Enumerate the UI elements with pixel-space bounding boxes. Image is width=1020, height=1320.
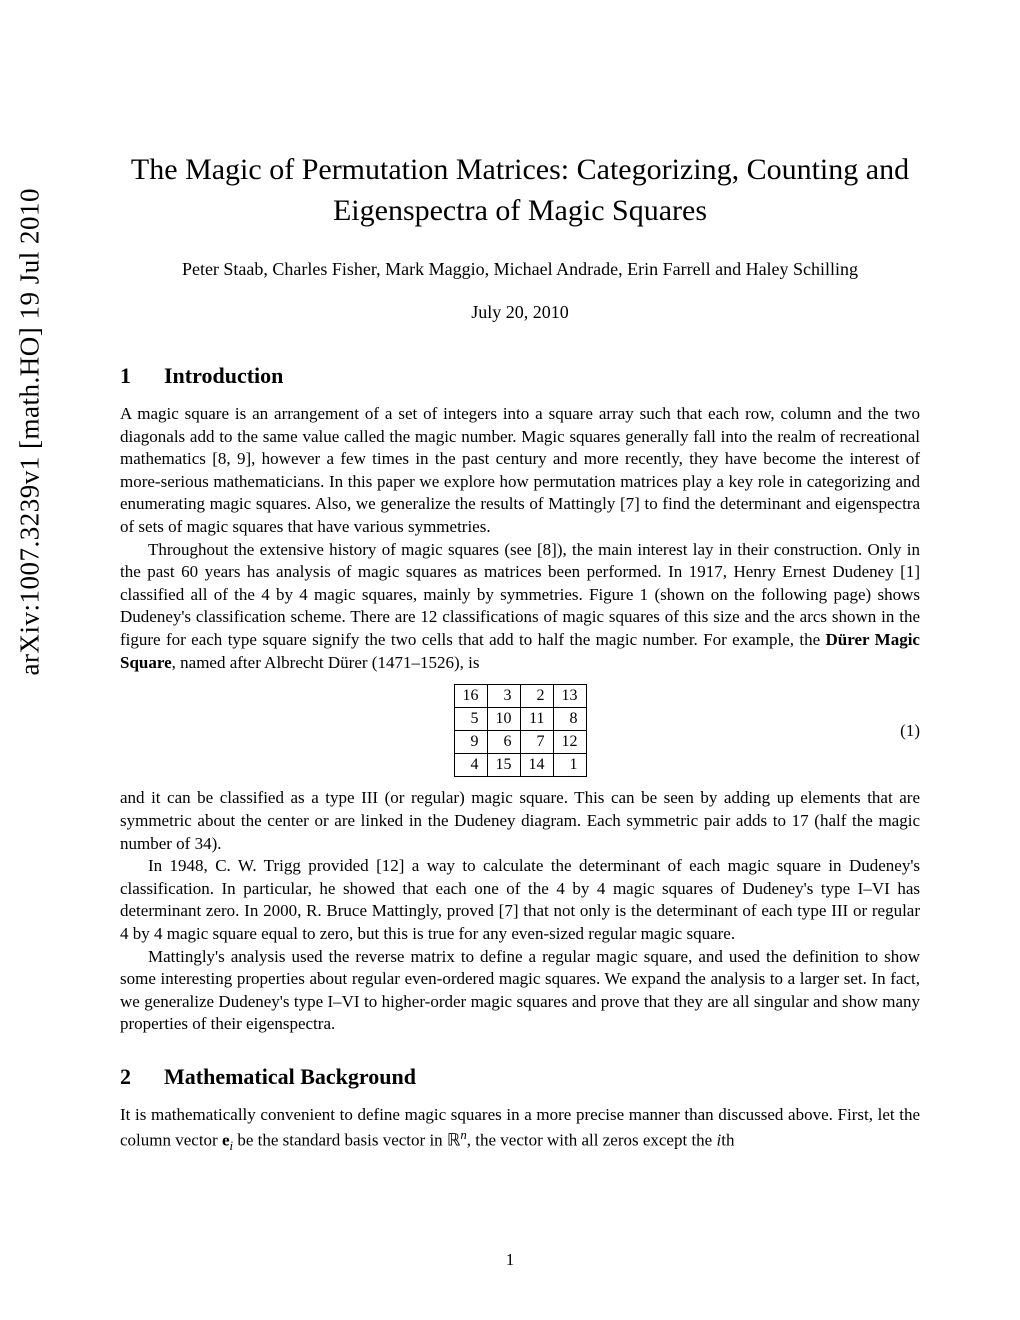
cell: 15 xyxy=(487,754,520,777)
cell: 13 xyxy=(553,685,586,708)
cell: 14 xyxy=(520,754,553,777)
section-number: 2 xyxy=(120,1064,164,1090)
cell: 10 xyxy=(487,708,520,731)
arxiv-identifier: arXiv:1007.3239v1 [math.HO] 19 Jul 2010 xyxy=(15,188,46,675)
math-symbol: e xyxy=(222,1130,230,1149)
paragraph-text: th xyxy=(721,1130,734,1149)
table-row: 5 10 11 8 xyxy=(454,708,586,731)
paragraph: Throughout the extensive history of magi… xyxy=(120,539,920,675)
cell: 4 xyxy=(454,754,487,777)
section-title: Introduction xyxy=(164,363,283,388)
table-row: 9 6 7 12 xyxy=(454,731,586,754)
paragraph-text: , named after Albrecht Dürer (1471–1526)… xyxy=(172,653,480,672)
paragraph: It is mathematically convenient to defin… xyxy=(120,1104,920,1155)
section-number: 1 xyxy=(120,363,164,389)
section-title: Mathematical Background xyxy=(164,1064,416,1089)
paragraph: and it can be classified as a type III (… xyxy=(120,787,920,855)
cell: 8 xyxy=(553,708,586,731)
cell: 12 xyxy=(553,731,586,754)
cell: 7 xyxy=(520,731,553,754)
section-mathematical-background: 2Mathematical Background xyxy=(120,1064,920,1090)
paragraph: In 1948, C. W. Trigg provided [12] a way… xyxy=(120,855,920,945)
page-number: 1 xyxy=(506,1250,515,1270)
paper-date: July 20, 2010 xyxy=(120,302,920,323)
table-row: 16 3 2 13 xyxy=(454,685,586,708)
paragraph-text: , the vector with all zeros except the xyxy=(467,1130,717,1149)
cell: 5 xyxy=(454,708,487,731)
cell: 3 xyxy=(487,685,520,708)
paper-title: The Magic of Permutation Matrices: Categ… xyxy=(120,150,920,231)
paragraph-text: be the standard basis vector in xyxy=(233,1130,447,1149)
paragraph-text: Throughout the extensive history of magi… xyxy=(120,540,920,649)
paragraph: A magic square is an arrangement of a se… xyxy=(120,403,920,539)
magic-square-table: 16 3 2 13 5 10 11 8 9 6 7 12 4 15 14 1 xyxy=(454,684,587,777)
table-row: 4 15 14 1 xyxy=(454,754,586,777)
paragraph: Mattingly's analysis used the reverse ma… xyxy=(120,946,920,1036)
paper-content: The Magic of Permutation Matrices: Categ… xyxy=(120,150,920,1155)
cell: 9 xyxy=(454,731,487,754)
cell: 6 xyxy=(487,731,520,754)
durer-magic-square-equation: 16 3 2 13 5 10 11 8 9 6 7 12 4 15 14 1 xyxy=(120,684,920,777)
equation-number: (1) xyxy=(900,721,920,741)
cell: 11 xyxy=(520,708,553,731)
paper-authors: Peter Staab, Charles Fisher, Mark Maggio… xyxy=(120,259,920,280)
section-introduction: 1Introduction xyxy=(120,363,920,389)
math-symbol: ℝ xyxy=(447,1130,460,1149)
cell: 2 xyxy=(520,685,553,708)
cell: 16 xyxy=(454,685,487,708)
cell: 1 xyxy=(553,754,586,777)
